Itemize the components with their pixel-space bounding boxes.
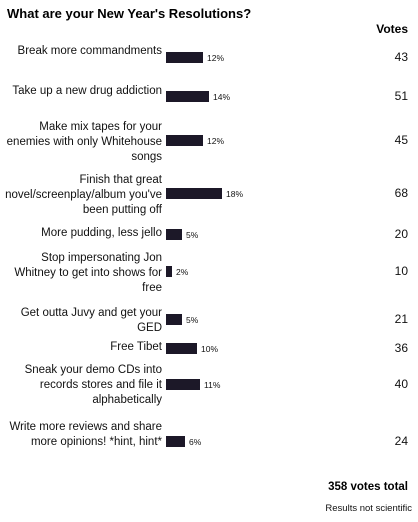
votes-column-header: Votes <box>376 22 408 36</box>
poll-option-bar <box>166 52 203 63</box>
poll-option-label: More pudding, less jello <box>41 227 162 239</box>
poll-option-bar <box>166 266 172 277</box>
poll-option-percent: 14% <box>213 92 231 102</box>
total-votes: 358 votes total <box>328 481 408 493</box>
poll-option-label: Get outta Juvy and get your GED <box>20 307 162 334</box>
poll-option-votes: 24 <box>394 434 408 448</box>
poll-title: What are your New Year's Resolutions? <box>7 6 252 21</box>
poll-option-label: Sneak your demo CDs into records stores … <box>24 364 162 406</box>
poll-option-votes: 43 <box>394 50 408 64</box>
poll-option-label: Take up a new drug addiction <box>12 85 162 97</box>
poll-option-percent: 12% <box>207 136 225 146</box>
poll-option-votes: 21 <box>394 312 408 326</box>
poll-option-bar <box>166 379 200 390</box>
poll-option-bar <box>166 436 185 447</box>
poll-option-percent: 5% <box>186 230 199 240</box>
poll-option-percent: 12% <box>207 53 225 63</box>
poll-option-label: Finish that great novel/screenplay/album… <box>5 174 162 216</box>
poll-option-votes: 36 <box>394 341 408 355</box>
poll-option-votes: 20 <box>394 227 408 241</box>
results-disclaimer: Results not scientific <box>325 503 412 514</box>
poll-option-percent: 6% <box>189 437 202 447</box>
poll-option-bar <box>166 188 222 199</box>
poll-option-votes: 40 <box>394 377 408 391</box>
poll-option-votes: 51 <box>394 89 408 103</box>
poll-option-bar <box>166 91 209 102</box>
poll-option-percent: 10% <box>201 344 219 354</box>
poll-option-bar <box>166 314 182 325</box>
poll-option-label: Free Tibet <box>110 341 162 353</box>
poll-option-bar <box>166 343 197 354</box>
poll-option-percent: 2% <box>176 267 189 277</box>
poll-option-votes: 68 <box>394 186 408 200</box>
poll-option-votes: 45 <box>394 133 408 147</box>
poll-option-votes: 10 <box>394 264 408 278</box>
poll-option-label: Write more reviews and share more opinio… <box>9 421 162 448</box>
poll-option-percent: 5% <box>186 315 199 325</box>
poll-option-label: Break more commandments <box>17 45 162 57</box>
poll-option-label: Stop impersonating Jon Whitney to get in… <box>14 252 162 294</box>
poll-option-label: Make mix tapes for your enemies with onl… <box>6 121 162 163</box>
poll-option-bar <box>166 135 203 146</box>
poll-option-bar <box>166 229 182 240</box>
poll-option-percent: 11% <box>204 380 221 390</box>
poll-option-percent: 18% <box>226 189 244 199</box>
